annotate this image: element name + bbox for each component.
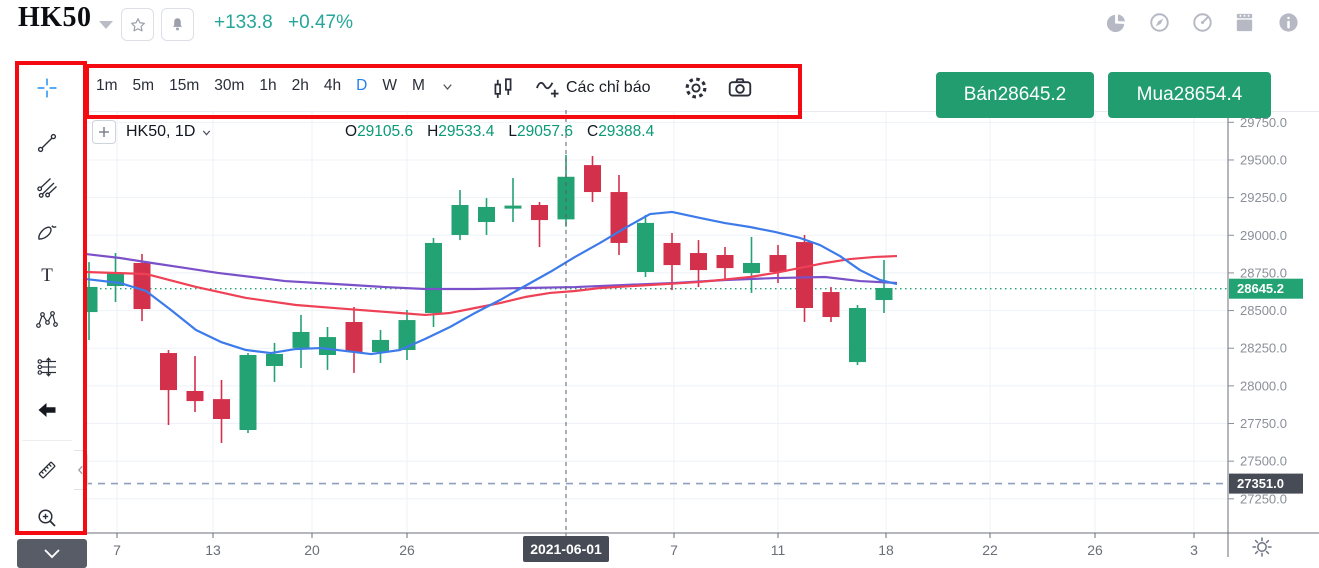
long-position-tool[interactable] — [35, 355, 59, 379]
sell-button[interactable]: Bán 28645.2 — [936, 72, 1094, 118]
time-axis-settings-sun-icon[interactable] — [1250, 535, 1274, 559]
svg-text:7: 7 — [113, 542, 121, 558]
svg-text:29500.0: 29500.0 — [1240, 152, 1287, 167]
buy-button-label: Mua — [1136, 84, 1174, 105]
open-value: 29105.6 — [357, 123, 414, 140]
svg-text:18: 18 — [878, 542, 894, 558]
svg-text:27250.0: 27250.0 — [1240, 491, 1287, 506]
svg-text:28500.0: 28500.0 — [1240, 303, 1287, 318]
legend-symbol-interval[interactable]: HK50, 1D — [126, 123, 196, 140]
timeframe-1m-month[interactable]: M — [412, 77, 425, 94]
svg-text:11: 11 — [771, 542, 786, 558]
svg-text:3: 3 — [1190, 542, 1198, 558]
brush-tool[interactable] — [35, 219, 59, 243]
alert-bell-button[interactable] — [161, 8, 194, 41]
svg-text:27500.0: 27500.0 — [1240, 454, 1287, 469]
buy-button[interactable]: Mua 28654.4 — [1108, 72, 1271, 118]
gauge-icon[interactable] — [1191, 11, 1214, 34]
more-drawing-tools-button[interactable] — [17, 539, 87, 568]
toolbar-divider — [85, 111, 1319, 112]
collapse-drawing-toolbar-handle[interactable] — [74, 450, 88, 490]
arrow-marker-tool[interactable] — [35, 398, 59, 422]
svg-text:29750.0: 29750.0 — [1240, 115, 1287, 130]
legend-chevron-icon[interactable] — [200, 126, 213, 139]
svg-text:2021-06-01: 2021-06-01 — [530, 541, 602, 557]
low-label: L — [508, 123, 517, 140]
chevron-left-icon — [77, 465, 83, 475]
svg-text:28750.0: 28750.0 — [1240, 265, 1287, 280]
zoom-in-tool[interactable] — [35, 506, 59, 530]
text-tool[interactable]: T — [35, 263, 59, 287]
settings-gear-icon[interactable] — [682, 74, 710, 102]
sell-button-label: Bán — [963, 84, 998, 105]
low-value: 29057.6 — [516, 123, 573, 140]
timeframe-4h[interactable]: 4h — [323, 77, 342, 94]
xabcd-pattern-tool[interactable] — [35, 308, 59, 332]
svg-text:28645.2: 28645.2 — [1237, 281, 1284, 296]
camera-icon[interactable] — [726, 74, 754, 102]
timeframe-1w[interactable]: W — [382, 77, 397, 94]
plus-icon — [99, 127, 109, 137]
price-chart-canvas[interactable]: 29750.0 29500.0 29250.0 29000.0 28750.0 28500… — [85, 110, 1319, 568]
timeframe-1d-active[interactable]: D — [356, 77, 368, 94]
timeframe-15m[interactable]: 15m — [169, 77, 200, 94]
high-label: H — [427, 123, 439, 140]
close-label: C — [586, 123, 599, 140]
svg-text:T: T — [41, 265, 53, 286]
svg-text:27351.0: 27351.0 — [1237, 476, 1284, 491]
close-value: 29388.4 — [598, 123, 655, 140]
chart-legend: HK50, 1D — [92, 120, 213, 144]
bell-icon — [173, 18, 182, 31]
timeframe-1h[interactable]: 1h — [259, 77, 277, 94]
svg-text:26: 26 — [399, 542, 415, 558]
trend-line-tool[interactable] — [35, 131, 59, 155]
symbol-menu-chevron-icon[interactable] — [97, 19, 115, 31]
svg-text:22: 22 — [982, 542, 998, 558]
timeframe-30m[interactable]: 30m — [214, 77, 245, 94]
svg-text:13: 13 — [205, 542, 221, 558]
open-label: O — [345, 123, 358, 140]
price-change-percent: +0.47% — [288, 12, 353, 33]
timeframe-5m[interactable]: 5m — [132, 77, 155, 94]
pitchfork-tool[interactable] — [35, 176, 59, 200]
favorite-star-button[interactable] — [121, 8, 154, 41]
add-symbol-button[interactable] — [92, 120, 116, 144]
svg-text:29250.0: 29250.0 — [1240, 190, 1287, 205]
svg-text:29000.0: 29000.0 — [1240, 228, 1287, 243]
compass-icon[interactable] — [1148, 11, 1171, 34]
svg-text:27750.0: 27750.0 — [1240, 416, 1287, 431]
sidebar-divider — [22, 440, 72, 441]
star-icon — [130, 17, 145, 31]
chevron-down-icon — [44, 549, 60, 559]
price-change: +133.8 — [214, 12, 273, 33]
indicators-wave-icon[interactable] — [534, 74, 562, 102]
timeframes-menu-chevron-icon[interactable] — [440, 79, 455, 94]
svg-text:7: 7 — [670, 542, 678, 558]
buy-button-price: 28654.4 — [1173, 84, 1243, 105]
svg-text:20: 20 — [304, 542, 320, 558]
sell-button-price: 28645.2 — [997, 84, 1067, 105]
svg-text:26: 26 — [1087, 542, 1103, 558]
timeframe-2h[interactable]: 2h — [291, 77, 309, 94]
ohlc-readout: O29105.6 H29533.4 L29057.6 C29388.4 — [345, 123, 654, 141]
pie-chart-icon[interactable] — [1105, 11, 1128, 34]
timeframe-switcher: 1m 5m 15m 30m 1h 2h 4h D W M — [96, 77, 455, 95]
svg-text:28000.0: 28000.0 — [1240, 378, 1287, 393]
indicators-button[interactable]: Các chỉ báo — [566, 79, 651, 96]
crosshair-tool-active[interactable] — [35, 76, 59, 100]
svg-text:28250.0: 28250.0 — [1240, 341, 1287, 356]
info-icon[interactable] — [1277, 11, 1300, 34]
timeframe-1m[interactable]: 1m — [96, 77, 118, 94]
ruler-measure-tool[interactable] — [35, 458, 59, 482]
calendar-icon[interactable] — [1233, 11, 1256, 34]
page-title: HK50 — [18, 2, 92, 33]
candle-style-icon[interactable] — [489, 74, 517, 102]
high-value: 29533.4 — [438, 123, 495, 140]
